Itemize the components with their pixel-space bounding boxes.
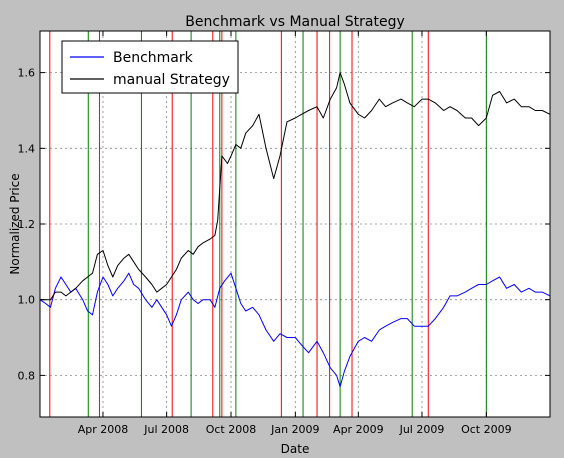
x-tick-label: Apr 2009 — [333, 423, 384, 436]
y-axis-label: Normalized Price — [8, 173, 22, 274]
y-tick-label: 1.4 — [18, 142, 36, 155]
x-tick-label: Apr 2008 — [78, 423, 129, 436]
y-tick-label: 1.0 — [18, 294, 36, 307]
marker-layer — [49, 31, 487, 417]
legend-label-manual-strategy: manual Strategy — [113, 72, 230, 88]
manual-strategy-series-line — [40, 72, 551, 301]
x-axis-label: Date — [281, 442, 310, 456]
legend: Benchmark manual Strategy — [61, 40, 239, 94]
x-tick-label: Jul 2009 — [399, 423, 445, 436]
legend-box — [61, 40, 239, 94]
legend-label-benchmark: Benchmark — [113, 50, 194, 66]
benchmark-series-line — [39, 272, 551, 388]
y-tick-label: 1.2 — [18, 218, 36, 231]
y-tick-label: 1.6 — [18, 67, 36, 80]
y-tick-label: 0.8 — [18, 369, 36, 382]
x-tick-label: Jan 2009 — [270, 423, 319, 436]
series-layer — [39, 72, 551, 388]
chart-title: Benchmark vs Manual Strategy — [185, 14, 405, 30]
x-tick-label: Oct 2008 — [206, 423, 257, 436]
x-tick-label: Jul 2008 — [143, 423, 189, 436]
tick-layer: 0.8 1.0 1.2 1.4 1.6 Apr 2008 Jul 2008 Oct 2008 J… — [18, 31, 550, 436]
x-tick-label: Oct 2009 — [461, 423, 512, 436]
